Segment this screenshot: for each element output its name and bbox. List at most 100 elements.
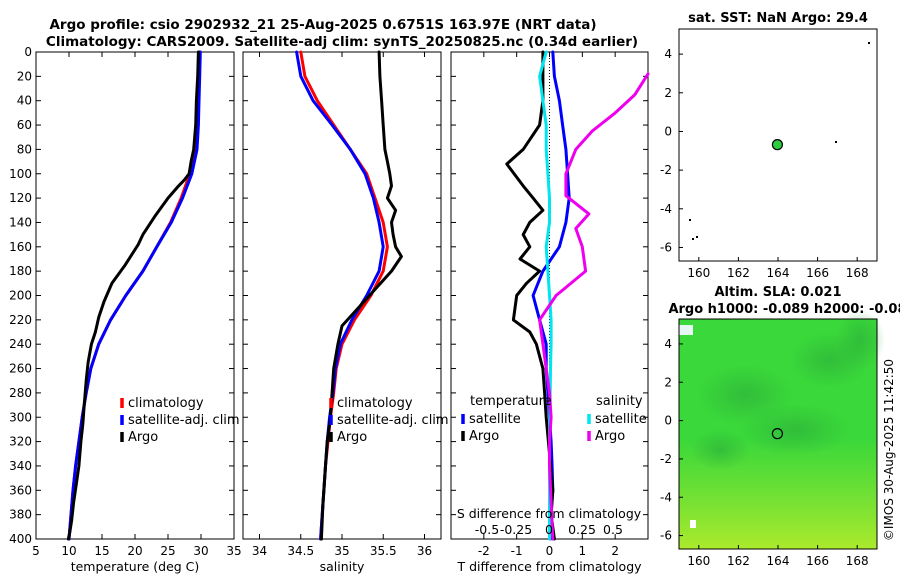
temperature-xtick-label: 35 — [226, 544, 241, 558]
sla_map-subtitle: Argo h1000: -0.089 h2000: -0.082 — [668, 302, 900, 317]
sla_map-title: Altim. SLA: 0.021 — [715, 285, 842, 300]
diff-sal-legend-label: satellite — [595, 412, 647, 427]
sla_map-xtick-label: 162 — [727, 554, 750, 568]
sst_map-xtick-label: 166 — [806, 266, 829, 280]
difference-xtick-label: 0 — [546, 544, 554, 558]
sst-island — [696, 236, 698, 238]
temperature-xtick-label: 30 — [193, 544, 208, 558]
sla_map-ytick-label: -6 — [660, 529, 672, 543]
difference-xtick-label: -2 — [478, 544, 490, 558]
temperature-xtick-label: 15 — [94, 544, 109, 558]
diff-legend-sal-title: salinity — [596, 394, 643, 409]
salinity-xtick-label: 35 — [334, 544, 349, 558]
sst_map-xtick-label: 160 — [687, 266, 710, 280]
figure-title-line2: Climatology: CARS2009. Satellite-adj cli… — [46, 34, 638, 50]
depth-tick-label: 200 — [9, 289, 32, 303]
depth-tick-label: 80 — [17, 142, 32, 156]
sla_map-xtick-label: 160 — [687, 554, 710, 568]
sla_map-ytick-label: -4 — [660, 490, 672, 504]
depth-tick-label: 360 — [9, 483, 32, 497]
depth-tick-label: 220 — [9, 313, 32, 327]
diff-top-tick-label: -0.5 — [475, 522, 499, 537]
depth-tick-label: 380 — [9, 508, 32, 522]
difference-xtick-label: 1 — [579, 544, 587, 558]
diff-legend-temp-title: temperature — [470, 394, 552, 409]
sla_map-ytick-label: 0 — [664, 414, 672, 428]
sla_map-xtick-label: 164 — [767, 554, 790, 568]
depth-tick-label: 40 — [17, 94, 32, 108]
depth-tick-label: 340 — [9, 459, 32, 473]
difference-series-line — [505, 50, 556, 541]
difference-panel: -2 -1 0 1 2T difference from climatology temp… — [450, 50, 650, 574]
temperature-legend-label: climatology — [128, 396, 204, 411]
salinity-axes-box — [242, 51, 442, 540]
sst_map-title: sat. SST: NaN Argo: 29.4 — [688, 11, 868, 26]
sst-island — [835, 141, 837, 143]
salinity-legend-label: Argo — [337, 430, 367, 445]
argo-position-marker — [771, 428, 784, 440]
depth-tick-label: 140 — [9, 215, 32, 229]
diff-top-tick-label: 0 — [545, 522, 553, 537]
argo-position-marker — [771, 139, 784, 151]
temperature-axes-box — [35, 51, 235, 540]
sst-island — [692, 238, 694, 240]
sst_map-ytick-label: -2 — [660, 163, 672, 177]
sla-anomaly-blob — [740, 404, 850, 456]
sst_map-ytick-label: 0 — [664, 124, 672, 138]
diff-sal-legend-label: Argo — [595, 429, 625, 444]
sla-land-patch — [679, 325, 693, 335]
depth-tick-label: 300 — [9, 410, 32, 424]
sla-anomaly-blob — [835, 310, 885, 370]
temperature-series-line — [66, 50, 200, 541]
difference-xtick-label: -1 — [511, 544, 523, 558]
sst_map-ytick-label: -6 — [660, 240, 672, 254]
depth-tick-label: 120 — [9, 191, 32, 205]
diff-top-tick-label: 0.5 — [603, 522, 623, 537]
salinity-xtick-label: 36 — [417, 544, 432, 558]
salinity-legend-label: climatology — [337, 396, 413, 411]
salinity-panel: 34 34.5 35 35.5 36 salinity climatology satelli… — [242, 50, 449, 574]
sla_map-xtick-label: 168 — [846, 554, 869, 568]
depth-tick-label: 180 — [9, 264, 32, 278]
diff-top-tick-label: -0.25 — [500, 522, 532, 537]
sst-map-panel: 160 162 164 166 168 4 2 0 -2 -4 -6 sat. SST: NaN Ar… — [660, 11, 878, 280]
sst_map-xtick-label: 168 — [846, 266, 869, 280]
salinity-xtick-label: 35.5 — [370, 544, 397, 558]
salinity-series-line — [319, 50, 403, 541]
temperature-legend-label: satellite-adj. clim — [128, 413, 240, 428]
depth-tick-label: 320 — [9, 435, 32, 449]
salinity-xlabel: salinity — [320, 559, 365, 574]
difference-xtick-label: 2 — [611, 544, 619, 558]
temperature-panel: 5 10 15 20 25 30 35 0 20 40 60 80 100 120 140 160 180 200… — [9, 45, 242, 574]
diff-top-tick-label: 0.25 — [568, 522, 596, 537]
depth-tick-label: 260 — [9, 362, 32, 376]
sst_map-xtick-label: 162 — [727, 266, 750, 280]
figure-title-line1: Argo profile: csio 2902932_21 25-Aug-202… — [49, 17, 596, 33]
depth-tick-label: 240 — [9, 337, 32, 351]
diff-temp-legend-label: Argo — [469, 429, 499, 444]
sla-island — [690, 520, 696, 528]
difference-series-line — [538, 72, 650, 541]
sst_map-xtick-label: 164 — [767, 266, 790, 280]
depth-tick-label: 160 — [9, 240, 32, 254]
salinity-legend-label: satellite-adj. clim — [337, 413, 449, 428]
temperature-legend-label: Argo — [128, 430, 158, 445]
temperature-xtick-label: 5 — [32, 544, 40, 558]
temperature-series-line — [67, 50, 202, 541]
depth-tick-label: 20 — [17, 69, 32, 83]
sst-island — [689, 219, 691, 221]
sla_map-ytick-label: -2 — [660, 452, 672, 466]
diff-temp-legend-label: satellite — [469, 412, 521, 427]
sla-anomaly-blob — [690, 430, 750, 470]
difference-series-line — [531, 50, 571, 541]
salinity-xtick-label: 34 — [252, 544, 267, 558]
sst_map-ytick-label: -4 — [660, 202, 672, 216]
sla_map-xtick-label: 166 — [806, 554, 829, 568]
diff-top-axis-label: S difference from climatology — [457, 506, 642, 521]
temperature-xtick-label: 20 — [127, 544, 142, 558]
imos-watermark: ©IMOS 30-Aug-2025 11:42:50 — [882, 359, 896, 541]
depth-tick-label: 60 — [17, 118, 32, 132]
temperature-xtick-label: 25 — [160, 544, 175, 558]
salinity-xtick-label: 34.5 — [287, 544, 314, 558]
